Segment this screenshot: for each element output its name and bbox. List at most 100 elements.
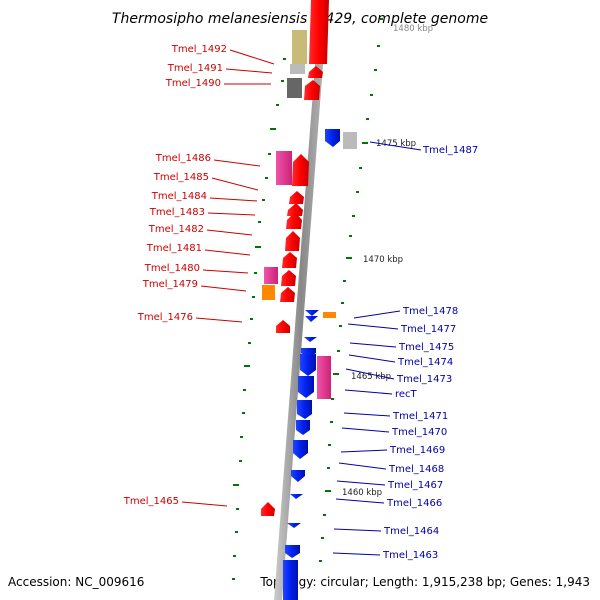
gene-arrow-1479b[interactable] (280, 287, 295, 302)
tick (323, 514, 326, 516)
gene-arrow-1468[interactable] (291, 470, 305, 482)
tick (243, 389, 246, 391)
gene-label-tmel-1478[interactable]: Tmel_1478 (402, 306, 458, 317)
tick (339, 325, 342, 327)
tick (319, 560, 322, 562)
gene-arrow-recT[interactable] (298, 376, 314, 398)
gene-label-tmel-1486[interactable]: Tmel_1486 (155, 153, 211, 164)
gene-label-tmel-1471[interactable]: Tmel_1471 (392, 411, 448, 422)
gene-arrow-1464[interactable] (287, 523, 301, 528)
tick (352, 215, 355, 217)
gene-grey-block-1487[interactable] (343, 132, 357, 149)
tick (328, 444, 331, 446)
gene-khaki-block[interactable] (292, 30, 307, 64)
gene-label-tmel-1463[interactable]: Tmel_1463 (382, 550, 438, 561)
gene-arrow-1478b[interactable] (305, 316, 318, 322)
gene-label-tmel-1475[interactable]: Tmel_1475 (398, 342, 454, 353)
gene-magenta-block-1473[interactable] (317, 356, 331, 399)
gene-arrow-1491[interactable] (308, 66, 323, 78)
gene-arrow-1490[interactable] (304, 80, 320, 100)
tick (276, 104, 279, 106)
tick (268, 153, 271, 155)
gene-arrow-1478a[interactable] (305, 310, 319, 316)
gene-arrow-1483[interactable] (287, 203, 303, 216)
gene-label-tmel-1483[interactable]: Tmel_1483 (149, 207, 205, 218)
gene-arrow-1485[interactable] (292, 154, 309, 186)
tick (377, 45, 380, 47)
gene-block-1463b[interactable] (283, 560, 298, 600)
tick (362, 142, 368, 144)
accession-label: Accession: NC_009616 (8, 575, 144, 589)
gene-label-tmel-1485[interactable]: Tmel_1485 (153, 172, 209, 183)
tick (239, 460, 242, 462)
genome-title: Thermosipho melanesiensis BI429, complet… (112, 11, 488, 27)
reverse-gene-label-text: Tmel_1487 Tmel_1478 Tmel_1477 Tmel_1475 … (382, 145, 478, 561)
tick (233, 555, 236, 557)
gene-arrow-1471[interactable] (297, 400, 312, 419)
gene-label-tmel-1479[interactable]: Tmel_1479 (142, 279, 198, 290)
gene-label-tmel-1492[interactable]: Tmel_1492 (171, 44, 227, 55)
gene-arrow-1463[interactable] (285, 545, 300, 558)
gene-arrow-1481[interactable] (285, 231, 300, 251)
tick (244, 365, 250, 367)
tick (248, 342, 251, 344)
gene-arrow-1475[interactable] (304, 337, 317, 342)
gene-arrow-1470[interactable] (296, 420, 310, 435)
gene-arrow-1492[interactable] (309, 0, 329, 64)
tick (283, 58, 286, 60)
gene-label-tmel-1491[interactable]: Tmel_1491 (167, 63, 223, 74)
gene-label-recT[interactable]: recT (395, 389, 418, 400)
gene-orange-block-1478[interactable] (323, 312, 336, 318)
gene-label-tmel-1468[interactable]: Tmel_1468 (388, 464, 444, 475)
scale-ticks (232, 18, 383, 580)
tick (333, 373, 339, 375)
tick (270, 128, 276, 130)
gene-arrow-1465[interactable] (261, 502, 275, 516)
gene-arrow-1473[interactable] (300, 354, 316, 376)
gene-arrow-1484[interactable] (289, 191, 304, 204)
tick (281, 80, 284, 82)
gene-label-tmel-1484[interactable]: Tmel_1484 (151, 191, 207, 202)
tick (258, 221, 261, 223)
tick (330, 421, 333, 423)
gene-arrow-1480[interactable] (282, 252, 297, 268)
gene-arrow-1476[interactable] (276, 320, 290, 333)
gene-magenta-block-1480[interactable] (264, 267, 278, 284)
gene-arrow-1487[interactable] (325, 129, 340, 147)
forward-strand-genes (261, 0, 329, 516)
gene-label-tmel-1464[interactable]: Tmel_1464 (383, 526, 439, 537)
gene-dark-block[interactable] (287, 78, 302, 98)
gene-label-tmel-1474[interactable]: Tmel_1474 (397, 357, 453, 368)
tick (232, 578, 235, 580)
gene-arrow-1466[interactable] (290, 494, 303, 499)
gene-label-tmel-1467[interactable]: Tmel_1467 (387, 480, 443, 491)
gene-label-tmel-1487[interactable]: Tmel_1487 (422, 145, 478, 156)
gene-label-tmel-1470[interactable]: Tmel_1470 (391, 427, 447, 438)
tick (233, 484, 239, 486)
tick (343, 280, 346, 282)
gene-label-tmel-1480[interactable]: Tmel_1480 (144, 263, 200, 274)
gene-label-tmel-1466[interactable]: Tmel_1466 (386, 498, 442, 509)
gene-arrow-1482[interactable] (286, 212, 302, 229)
gene-label-tmel-1473[interactable]: Tmel_1473 (396, 374, 452, 385)
gene-label-tmel-1477[interactable]: Tmel_1477 (400, 324, 456, 335)
gene-orange-block-1479[interactable] (262, 285, 275, 300)
gene-magenta-block-1486[interactable] (276, 151, 292, 185)
kbp-label-1470: 1470 kbp (363, 255, 403, 265)
gene-label-tmel-1490[interactable]: Tmel_1490 (165, 78, 221, 89)
gene-arrow-1469[interactable] (293, 440, 308, 459)
gene-label-tmel-1481[interactable]: Tmel_1481 (146, 243, 202, 254)
gene-label-tmel-1482[interactable]: Tmel_1482 (148, 224, 204, 235)
tick (242, 412, 245, 414)
gene-label-tmel-1476[interactable]: Tmel_1476 (137, 312, 193, 323)
kbp-label-1480: 1480 kbp (393, 24, 433, 34)
gene-grey-block[interactable] (290, 64, 305, 74)
gene-label-tmel-1465[interactable]: Tmel_1465 (123, 496, 179, 507)
forward-gene-label-text: Tmel_1492 Tmel_1491 Tmel_1490 Tmel_1486 … (123, 44, 227, 507)
tick (265, 177, 268, 179)
tick (356, 191, 359, 193)
gene-label-tmel-1469[interactable]: Tmel_1469 (389, 445, 445, 456)
tick (380, 18, 383, 20)
gene-arrow-1479a[interactable] (281, 270, 296, 286)
tick (337, 350, 340, 352)
